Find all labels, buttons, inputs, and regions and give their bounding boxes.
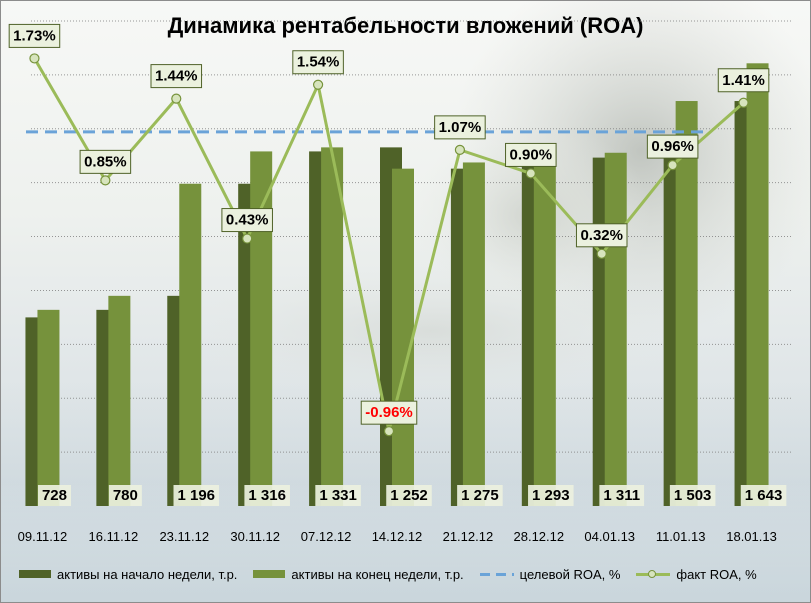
legend-swatch-actual-roa	[636, 569, 671, 578]
bar-value-label-box	[315, 485, 361, 506]
roa-point	[383, 426, 395, 437]
bar-end-assets	[392, 168, 414, 506]
bar-value-label: 1 196	[177, 487, 215, 504]
roa-value-label-box	[292, 50, 344, 75]
bar-value-label: 1 643	[745, 487, 783, 504]
bar-end-assets	[250, 151, 273, 506]
legend-label-end-assets: активы на конец недели, т.р.	[291, 566, 464, 582]
roa-value-label: 1.73%	[13, 27, 56, 44]
roa-point	[242, 233, 253, 244]
legend-swatch-end-assets	[253, 570, 286, 578]
legend-item-target-roa: целевой ROA, %	[479, 566, 621, 582]
x-tick-label: 07.12.12	[301, 529, 352, 544]
legend-label-start-assets: активы на начало недели, т.р.	[57, 566, 238, 582]
legend-label-target-roa: целевой ROA, %	[519, 566, 621, 582]
roa-value-label-box	[150, 64, 203, 89]
bar-end-assets	[179, 183, 202, 506]
x-tick-label: 30.11.12	[230, 529, 280, 544]
roa-point	[667, 160, 678, 171]
roa-point	[171, 93, 182, 104]
roa-value-label: 0.96%	[651, 138, 694, 155]
roa-value-label: 0.43%	[226, 212, 269, 229]
bar-value-label: 780	[113, 487, 138, 504]
roa-value-label-box	[646, 134, 699, 159]
bar-value-label: 728	[42, 487, 67, 504]
bar-value-label: 1 293	[532, 487, 570, 504]
x-tick-label: 21.12.12	[443, 529, 494, 544]
roa-point	[29, 53, 40, 64]
roa-point	[525, 168, 536, 179]
bar-value-label-box	[244, 485, 290, 506]
roa-value-label-box	[575, 223, 628, 248]
roa-value-label-box	[434, 115, 486, 140]
bar-end-assets	[675, 101, 698, 507]
bar-value-label-box	[108, 485, 142, 506]
bar-value-label: 1 316	[248, 487, 286, 504]
bar-value-label-box	[740, 485, 787, 506]
roa-value-label-box	[221, 208, 273, 233]
roa-value-label: 1.07%	[439, 119, 482, 136]
bar-value-label-box	[669, 485, 716, 506]
x-tick-label: 28.12.12	[514, 529, 565, 544]
roa-point	[738, 97, 749, 108]
bar-end-assets	[462, 162, 485, 507]
bar-end-assets	[604, 152, 627, 506]
bar-value-label-box	[173, 485, 220, 506]
chart-legend: активы на начало недели, т.р. активы на …	[19, 564, 809, 584]
bar-value-label: 1 311	[603, 487, 640, 504]
roa-value-label-box	[717, 68, 770, 93]
roa-value-label: 1.41%	[722, 72, 765, 89]
legend-swatch-start-assets	[19, 570, 51, 578]
bar-value-label-box	[457, 485, 503, 506]
legend-swatch-target-roa	[479, 572, 514, 576]
roa-value-label-box	[505, 142, 557, 167]
roa-value-label-box	[360, 400, 418, 425]
bar-value-label: 1 252	[390, 487, 428, 504]
bar-value-label-box	[37, 485, 71, 506]
roa-value-label-box	[79, 149, 132, 174]
roa-value-label: 1.54%	[297, 54, 340, 71]
x-tick-label: 16.11.12	[89, 529, 139, 544]
legend-item-end-assets: активы на конец недели, т.р.	[253, 566, 464, 582]
roa-value-label: 1.44%	[155, 68, 198, 85]
roa-point	[454, 144, 466, 155]
bar-value-label: 1 503	[674, 487, 712, 504]
legend-label-actual-roa: факт ROA, %	[676, 566, 757, 582]
bar-value-label: 1 331	[319, 487, 357, 504]
bar-value-label-box	[386, 485, 432, 506]
roa-value-label-box	[8, 23, 61, 48]
x-tick-label: 23.11.12	[159, 529, 209, 544]
roa-point	[596, 248, 607, 259]
bar-end-assets	[746, 63, 769, 507]
roa-value-label: -0.96%	[365, 404, 413, 421]
x-tick-label: 11.01.13	[656, 529, 706, 544]
bar-value-label-box	[528, 485, 574, 506]
bar-end-assets	[533, 157, 556, 506]
x-tick-label: 09.11.12	[18, 529, 68, 544]
bar-value-label-box	[599, 485, 645, 506]
roa-value-label: 0.85%	[84, 153, 127, 170]
bar-end-assets	[108, 295, 131, 506]
roa-value-label: 0.32%	[580, 227, 623, 244]
legend-item-start-assets: активы на начало недели, т.р.	[19, 567, 237, 582]
roa-point	[100, 175, 111, 186]
legend-item-actual-roa: факт ROA, %	[636, 566, 757, 582]
bar-end-assets	[321, 147, 344, 506]
bar-end-assets	[37, 309, 60, 506]
roa-value-label: 0.90%	[510, 146, 553, 163]
bar-value-label: 1 275	[461, 487, 499, 504]
x-tick-label: 18.01.13	[726, 529, 777, 544]
roa-point	[312, 79, 324, 90]
x-tick-label: 14.12.12	[372, 529, 423, 544]
chart-title: Динамика рентабельности вложений (ROA)	[167, 13, 644, 38]
x-tick-label: 04.01.13	[584, 529, 635, 544]
